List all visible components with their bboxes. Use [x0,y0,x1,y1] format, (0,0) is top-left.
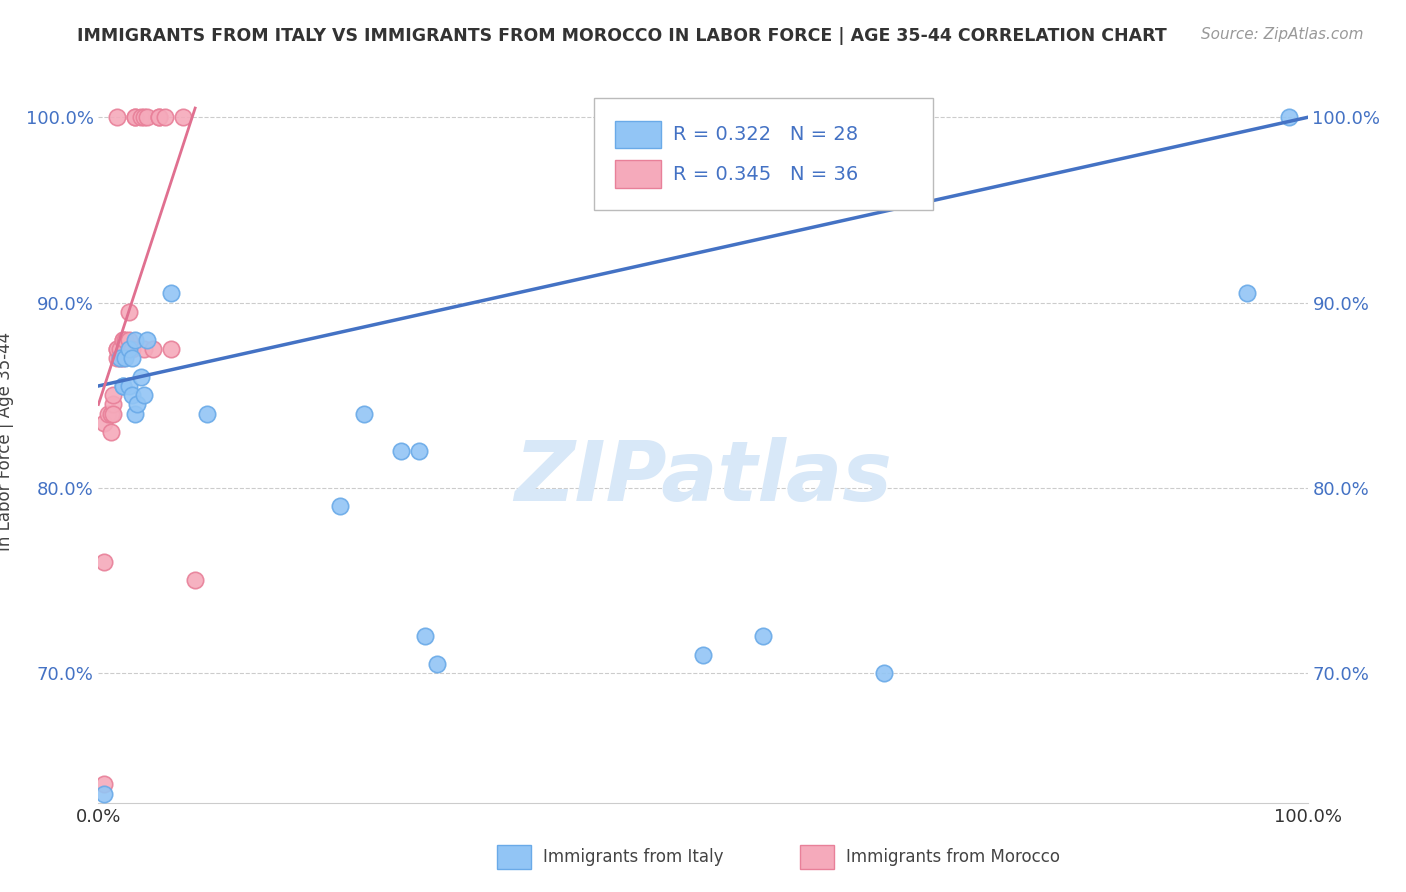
Text: Source: ZipAtlas.com: Source: ZipAtlas.com [1201,27,1364,42]
Point [148,111,170,125]
Point [134,342,156,356]
Point [413,629,436,643]
Point [108,351,131,366]
FancyBboxPatch shape [595,98,932,211]
Point [1278,111,1301,125]
Point [121,351,143,366]
Bar [614,161,661,188]
Bar [498,846,531,869]
Point [1236,286,1258,301]
Point [111,379,134,393]
Point [148,111,170,125]
Point [100,425,122,440]
Point [184,574,207,588]
Point [114,351,136,366]
Point [353,407,375,421]
Point [105,342,128,356]
Point [93,787,115,801]
Point [121,388,143,402]
Text: R = 0.322   N = 28: R = 0.322 N = 28 [672,125,858,144]
Point [111,379,134,393]
Point [124,333,146,347]
Point [101,397,124,411]
Text: ZIPatlas: ZIPatlas [515,437,891,518]
Point [114,333,136,347]
Text: Immigrants from Morocco: Immigrants from Morocco [845,848,1060,866]
Point [752,629,775,643]
Point [93,416,115,430]
Point [124,111,146,125]
Point [93,777,115,791]
Point [118,379,141,393]
Point [692,648,714,662]
Bar [614,120,661,148]
Text: Immigrants from Italy: Immigrants from Italy [543,848,724,866]
Point [105,351,128,366]
Point [129,111,152,125]
Point [105,342,128,356]
Point [142,342,165,356]
Point [873,666,896,681]
Point [108,351,131,366]
Point [114,342,136,356]
Bar [800,846,834,869]
Point [105,111,128,125]
Point [153,111,176,125]
Point [135,111,157,125]
Text: R = 0.345   N = 36: R = 0.345 N = 36 [672,165,858,184]
Point [101,388,124,402]
Point [160,342,183,356]
Point [127,397,149,411]
Point [97,407,120,421]
Point [408,443,430,458]
Y-axis label: In Labor Force | Age 35-44: In Labor Force | Age 35-44 [0,332,14,551]
Point [135,333,157,347]
Point [195,407,218,421]
Point [129,369,152,384]
Point [426,657,449,671]
Point [100,407,122,421]
Point [134,111,156,125]
Point [121,342,143,356]
Point [111,333,134,347]
Point [389,443,412,458]
Point [124,111,146,125]
Point [111,333,134,347]
Point [118,305,141,319]
Point [172,111,194,125]
Point [93,555,115,569]
Point [124,407,146,421]
Point [160,286,183,301]
Point [111,351,134,366]
Point [108,342,131,356]
Point [329,500,352,514]
Point [134,388,156,402]
Text: IMMIGRANTS FROM ITALY VS IMMIGRANTS FROM MOROCCO IN LABOR FORCE | AGE 35-44 CORR: IMMIGRANTS FROM ITALY VS IMMIGRANTS FROM… [77,27,1167,45]
Point [101,407,124,421]
Point [118,333,141,347]
Point [118,342,141,356]
